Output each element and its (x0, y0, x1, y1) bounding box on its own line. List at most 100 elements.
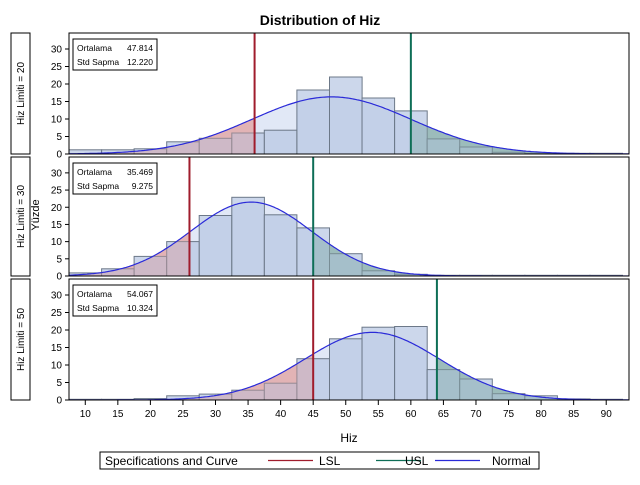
y-tick-label: 10 (51, 115, 63, 126)
stat-mean-value: 35.469 (127, 167, 153, 177)
x-tick-label: 75 (503, 409, 515, 420)
stat-std-value: 9.275 (132, 181, 154, 191)
y-tick-label: 5 (56, 378, 62, 389)
panels-layer: 0 5 10 15 20 25 30 Hiz Limiti = 20 Ortalama 47.81… (10, 32, 630, 407)
above-usl-overlay (313, 232, 629, 276)
panel-row-label: Hiz Limiti = 50 (16, 308, 27, 372)
stat-mean-label: Ortalama (77, 43, 112, 53)
normal-curve-line (69, 201, 629, 276)
panel-1: 0 5 10 15 20 25 30 Hiz Limiti = 20 Ortalama 47.81… (10, 32, 630, 161)
x-tick-label: 90 (601, 409, 613, 420)
y-tick-label: 5 (56, 254, 62, 265)
histogram-bar (459, 146, 493, 154)
legend-title: Specifications and Curve (105, 454, 238, 468)
x-tick-label: 10 (80, 409, 92, 420)
panel-row-label: Hiz Limiti = 20 (16, 62, 27, 126)
histogram-bar (394, 326, 428, 400)
stats-inset (72, 162, 158, 195)
y-tick-label: 0 (56, 396, 62, 407)
panel-plot-area (69, 157, 629, 276)
legend-frame (99, 451, 540, 470)
panel-row-header (10, 156, 31, 277)
panel-row-header (10, 32, 31, 155)
stats-inset (72, 284, 158, 317)
x-tick-label: 40 (275, 409, 287, 420)
x-tick-label: 30 (210, 409, 222, 420)
y-tick-label: 15 (51, 97, 63, 108)
stat-mean-value: 54.067 (127, 289, 153, 299)
stat-std-label: Std Sapma (77, 181, 119, 191)
stat-std-value: 10.324 (127, 303, 153, 313)
stat-mean-value: 47.814 (127, 43, 153, 53)
histogram-bar (263, 129, 298, 154)
legend-label-usl: USL (405, 454, 429, 468)
below-lsl-overlay (69, 354, 314, 400)
histogram-bar (231, 196, 265, 276)
legend-label-lsl: LSL (319, 454, 341, 468)
y-tick-label: 20 (51, 80, 63, 91)
y-tick-label: 20 (51, 203, 63, 214)
y-tick-label: 30 (51, 45, 63, 56)
histogram-bar (426, 369, 461, 400)
y-tick-label: 30 (51, 168, 63, 179)
histogram-bar (329, 76, 363, 154)
y-tick-label: 0 (56, 150, 62, 161)
x-tick-label: 80 (536, 409, 548, 420)
panel-frame (68, 32, 630, 155)
x-tick-label: 70 (470, 409, 482, 420)
x-tick-label: 50 (340, 409, 352, 420)
stat-mean-label: Ortalama (77, 167, 112, 177)
below-lsl-overlay (69, 232, 190, 276)
y-tick-label: 10 (51, 361, 63, 372)
y-tick-label: 30 (51, 291, 63, 302)
panel-2: 0 5 10 15 20 25 30 Hiz Limiti = 30 Ortalama 35.46… (10, 156, 630, 283)
normal-curve-line (69, 96, 629, 154)
stats-inset (72, 38, 158, 71)
histogram-bar (166, 241, 200, 276)
y-tick-label: 0 (56, 272, 62, 283)
x-tick-label: 35 (243, 409, 255, 420)
chart-title: Distribution of Hiz (260, 12, 381, 28)
x-tick-label: 15 (112, 409, 124, 420)
panel-frame (68, 278, 630, 401)
x-tick-label: 25 (177, 409, 189, 420)
panel-row-label: Hiz Limiti = 30 (16, 185, 27, 249)
y-tick-label: 15 (51, 220, 63, 231)
panel-3: 0 5 10 15 20 25 30 Hiz Limiti = 50 Ortalama 54.06… (10, 278, 630, 407)
stat-mean-label: Ortalama (77, 289, 112, 299)
y-tick-label: 25 (51, 308, 63, 319)
y-tick-label: 10 (51, 237, 63, 248)
x-tick-label: 55 (373, 409, 385, 420)
panel-plot-area (69, 279, 629, 400)
x-tick-label: 85 (568, 409, 580, 420)
stat-std-label: Std Sapma (77, 57, 119, 67)
histogram-bar (329, 338, 363, 400)
y-tick-label: 15 (51, 343, 63, 354)
histogram-bar (361, 97, 396, 154)
histogram-bar (263, 214, 298, 276)
below-lsl-region (69, 354, 314, 400)
y-tick-label: 5 (56, 132, 62, 143)
y-axis-label: Yüzde (30, 199, 42, 230)
above-usl-overlay (436, 357, 629, 400)
y-tick-label: 25 (51, 62, 63, 73)
legend-label-normal: Normal (492, 454, 531, 468)
x-axis: 10 15 20 25 30 35 40 45 50 55 60 65 70 75 80 85 90 (80, 400, 612, 420)
x-tick-label: 65 (438, 409, 450, 420)
y-tick-label: 25 (51, 186, 63, 197)
histogram-bar (361, 326, 396, 400)
stat-std-value: 12.220 (127, 57, 153, 67)
x-tick-label: 20 (145, 409, 157, 420)
above-usl-overlay (410, 119, 629, 154)
below-lsl-overlay (69, 118, 255, 154)
x-tick-label: 60 (405, 409, 417, 420)
histogram-bar (198, 215, 233, 276)
x-axis-label: Hiz (340, 431, 357, 445)
above-usl-region (410, 119, 629, 154)
histogram-bar (296, 89, 330, 154)
panel-row-header (10, 278, 31, 401)
panel-frame (68, 156, 630, 277)
x-tick-label: 45 (308, 409, 320, 420)
